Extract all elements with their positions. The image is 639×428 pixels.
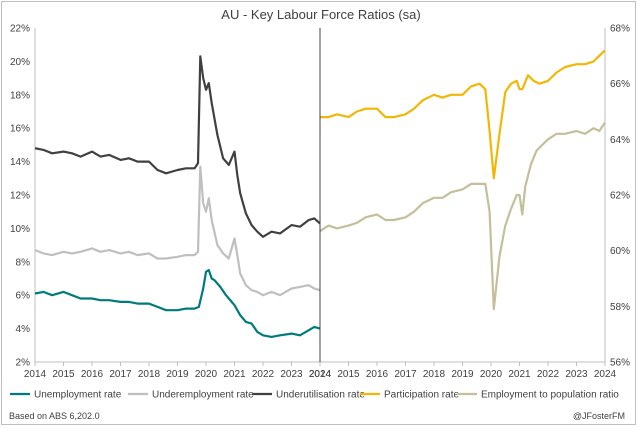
series-line-employment-to-population-ratio bbox=[319, 121, 606, 311]
right-y-tick-label: 62% bbox=[610, 191, 630, 202]
right-x-tick-label: 2020 bbox=[480, 369, 503, 380]
left-y-tick-label: 2% bbox=[16, 358, 31, 369]
right-x-tick-label: 2016 bbox=[366, 369, 389, 380]
legend-label: Underemployment rate bbox=[152, 390, 254, 401]
legend-label: Employment to population ratio bbox=[481, 390, 619, 401]
right-y-tick-label: 64% bbox=[610, 135, 630, 146]
left-x-tick-label: 2022 bbox=[252, 369, 275, 380]
left-y-tick-label: 4% bbox=[16, 324, 31, 335]
right-x-tick-label: 2022 bbox=[537, 369, 560, 380]
left-x-tick-label: 2024 bbox=[309, 369, 332, 380]
right-x-tick-label: 2024 bbox=[594, 369, 617, 380]
credit-handle: @JFosterFM bbox=[572, 411, 625, 421]
legend-label: Underutilisation rate bbox=[276, 390, 365, 401]
left-y-tick-label: 10% bbox=[10, 224, 30, 235]
right-x-tick-label: 2023 bbox=[565, 369, 588, 380]
series-line-underutilisation-rate bbox=[34, 55, 321, 238]
left-y-tick-label: 22% bbox=[10, 24, 30, 35]
left-panel: 2% 4% 6% 8% 10% 12% 14% 16% 18% 20% 22% 2014 2015 201… bbox=[10, 24, 332, 381]
right-y-tick-label: 66% bbox=[610, 79, 630, 90]
left-x-tick-label: 2017 bbox=[109, 369, 132, 380]
right-y-tick-label: 60% bbox=[610, 246, 630, 257]
left-x-tick-label: 2016 bbox=[81, 369, 104, 380]
right-x-tick-label: 2015 bbox=[337, 369, 360, 380]
left-y-tick-label: 6% bbox=[16, 291, 31, 302]
legend-label: Unemployment rate bbox=[34, 390, 122, 401]
right-x-tick-label: 2021 bbox=[508, 369, 531, 380]
right-x-tick-label: 2017 bbox=[394, 369, 417, 380]
legend-label: Participation rate bbox=[384, 390, 459, 401]
left-x-tick-label: 2018 bbox=[138, 369, 161, 380]
legend: Unemployment rate Underemployment rate Und… bbox=[10, 390, 619, 401]
chart-title: AU - Key Labour Force Ratios (sa) bbox=[221, 7, 420, 22]
left-y-tick-label: 8% bbox=[16, 257, 31, 268]
left-y-tick-label: 20% bbox=[10, 57, 30, 68]
left-x-tick-label: 2020 bbox=[195, 369, 218, 380]
series-line-underemployment-rate bbox=[34, 165, 321, 297]
left-x-tick-label: 2014 bbox=[24, 369, 47, 380]
right-x-tick-label: 2018 bbox=[423, 369, 446, 380]
right-y-tick-label: 68% bbox=[610, 24, 630, 35]
left-x-tick-label: 2021 bbox=[223, 369, 246, 380]
source-note: Based on ABS 6,202.0 bbox=[9, 411, 100, 421]
left-y-tick-label: 12% bbox=[10, 191, 30, 202]
left-y-tick-label: 14% bbox=[10, 157, 30, 168]
series-line-unemployment-rate bbox=[34, 269, 321, 338]
left-y-tick-label: 18% bbox=[10, 90, 30, 101]
right-x-tick-label: 2014 bbox=[309, 369, 332, 380]
right-x-tick-label: 2019 bbox=[451, 369, 474, 380]
left-x-tick-label: 2023 bbox=[280, 369, 303, 380]
right-y-tick-label: 58% bbox=[610, 302, 630, 313]
series-line-participation-rate bbox=[320, 49, 606, 180]
left-x-tick-label: 2019 bbox=[166, 369, 189, 380]
right-y-tick-label: 56% bbox=[610, 358, 630, 369]
left-y-tick-label: 16% bbox=[10, 124, 30, 135]
right-panel: 56% 58% 60% 62% 64% 66% 68% 2014 2015 2016 2017 201… bbox=[309, 24, 630, 381]
left-x-tick-label: 2015 bbox=[52, 369, 75, 380]
